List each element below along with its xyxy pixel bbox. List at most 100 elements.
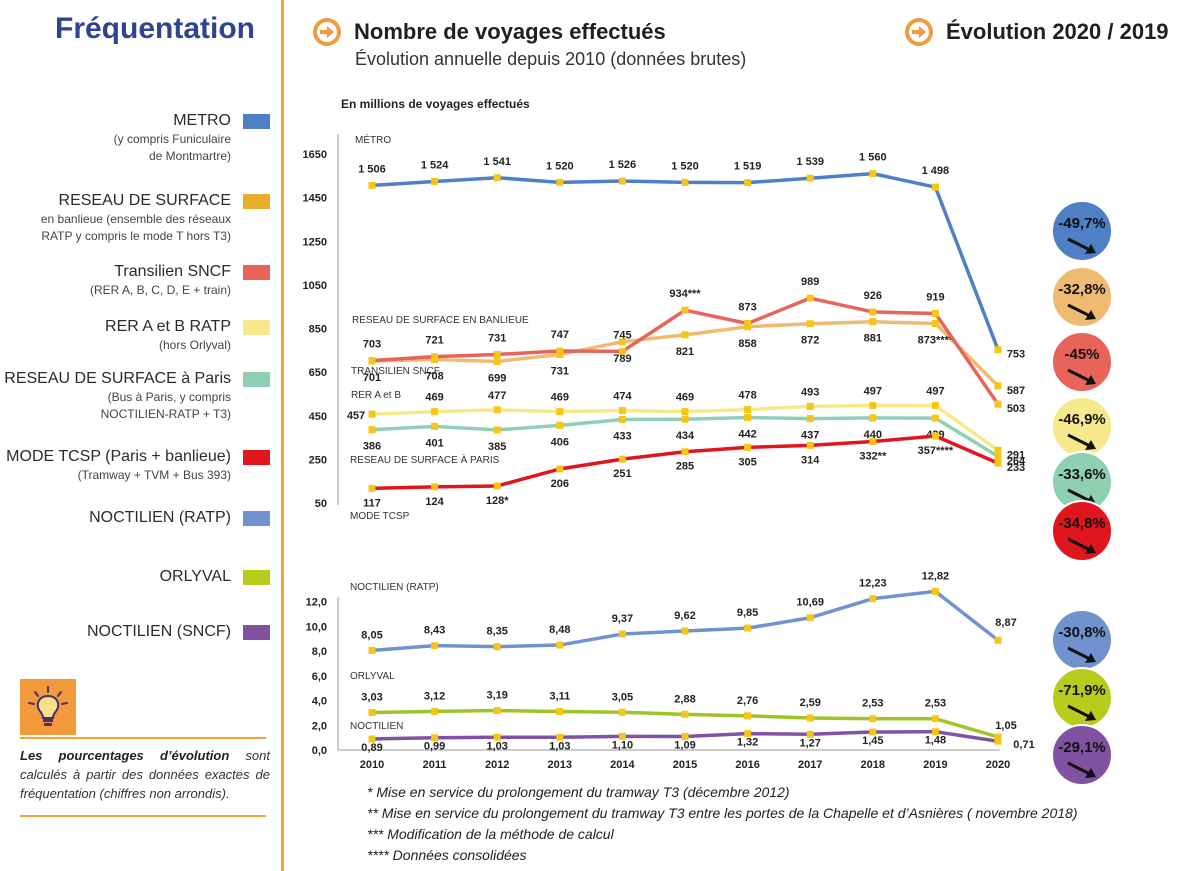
data-label: 1,03 <box>486 740 507 752</box>
evolution-badge-label: -33,6% <box>1058 466 1106 483</box>
data-marker <box>931 432 939 440</box>
legend-sub: (Bus à Paris, y compris <box>107 390 231 404</box>
data-label: 0,71 <box>1013 739 1034 751</box>
data-label: 8,48 <box>549 624 570 636</box>
legend-label: NOCTILIEN (RATP) <box>89 509 231 526</box>
y-tick-label: 250 <box>309 454 327 466</box>
data-marker <box>431 353 439 361</box>
data-label: 919 <box>926 291 944 303</box>
data-label: 497 <box>926 385 944 397</box>
page-title: Fréquentation <box>55 12 255 45</box>
legend-item-noctilien-ratp: NOCTILIEN (RATP) <box>89 508 270 528</box>
data-marker <box>744 730 752 738</box>
data-label: 8,35 <box>486 626 507 638</box>
data-marker <box>556 178 564 186</box>
x-tick-label: 2020 <box>986 759 1010 771</box>
data-label: 291 <box>1007 449 1025 461</box>
series-name-label: MÉTRO <box>355 133 391 146</box>
data-label: 9,37 <box>612 613 633 625</box>
data-label: 587 <box>1007 385 1025 397</box>
data-marker <box>556 408 564 416</box>
data-label: 0,99 <box>424 741 445 753</box>
data-marker <box>493 174 501 182</box>
data-label: 474 <box>613 391 632 403</box>
data-label: 117 <box>363 497 381 509</box>
y-tick-label: 8,0 <box>312 646 327 658</box>
legend-sub: (hors Orlyval) <box>158 338 231 352</box>
data-label: 821 <box>676 346 694 358</box>
data-marker <box>994 452 1002 460</box>
data-marker <box>994 346 1002 354</box>
data-label: 233 <box>1007 462 1025 474</box>
data-label: 1 520 <box>546 160 574 172</box>
data-label: 872 <box>801 335 819 347</box>
data-label: 2,53 <box>925 698 946 710</box>
legend-label: RESEAU DE SURFACE <box>58 192 231 209</box>
data-marker <box>744 443 752 451</box>
data-label: 478 <box>738 390 756 402</box>
y-tick-label: 850 <box>309 324 327 336</box>
data-label: 731 <box>551 365 569 377</box>
data-label: 747 <box>551 329 569 341</box>
legend-sub: (RER A, B, C, D, E + train) <box>89 283 231 297</box>
data-marker <box>493 482 501 490</box>
series-name-label: RESEAU DE SURFACE À PARIS <box>350 453 500 466</box>
legend-item-mode-tcsp: MODE TCSP (Paris + banlieue) (Tramway + … <box>6 447 270 484</box>
legend-swatch <box>243 320 270 335</box>
data-label: 1,48 <box>925 735 946 747</box>
data-label: 440 <box>864 429 882 441</box>
data-label: 285 <box>676 461 694 473</box>
data-label: 2,88 <box>674 693 695 705</box>
chart-subtitle: Évolution annuelle depuis 2010 (données … <box>355 49 747 69</box>
footnote-4: **** Données consolidées <box>367 847 527 863</box>
note-rule-bottom <box>20 815 266 817</box>
data-marker <box>994 737 1002 745</box>
data-label: 433 <box>613 430 631 442</box>
data-marker <box>806 415 814 423</box>
legend-label: ORLYVAL <box>159 568 231 585</box>
data-label: 881 <box>864 333 882 345</box>
evolution-badge <box>1051 724 1113 786</box>
data-label: 1 498 <box>922 165 950 177</box>
lightbulb-icon <box>28 686 68 726</box>
data-marker <box>681 710 689 718</box>
x-tick-label: 2013 <box>548 759 572 771</box>
data-marker <box>994 733 1002 741</box>
data-label: 9,85 <box>737 607 758 619</box>
data-label: 1,10 <box>612 739 633 751</box>
legend-swatch <box>243 265 270 280</box>
data-marker <box>994 382 1002 390</box>
note-bold: Les pourcentages d’évolution <box>20 748 230 763</box>
data-marker <box>556 708 564 716</box>
legend-sub: RATP y compris le mode T hors T3) <box>41 229 231 243</box>
data-marker <box>744 406 752 414</box>
legend-item-noctilien-sncf: NOCTILIEN (SNCF) <box>87 622 270 642</box>
evolution-badge-label: -71,9% <box>1058 682 1106 699</box>
note-rule-top <box>20 737 266 739</box>
data-marker <box>493 643 501 651</box>
data-marker <box>681 408 689 416</box>
series-name-label: RER A et B <box>351 390 401 401</box>
data-label: 1 526 <box>609 159 637 171</box>
data-label: 264 <box>1007 455 1026 467</box>
data-marker <box>744 712 752 720</box>
data-label: 858 <box>738 338 756 350</box>
data-label: 314 <box>801 454 820 466</box>
data-label: 503 <box>1007 403 1025 415</box>
data-label: 128* <box>486 495 509 507</box>
legend-item-rer: RER A et B RATP (hors Orlyval) <box>105 317 270 354</box>
legend-item-reseau-surface-paris: RESEAU DE SURFACE à Paris (Bus à Paris, … <box>4 369 270 423</box>
data-label: 721 <box>425 335 443 347</box>
data-marker <box>869 308 877 316</box>
arrow-right-circle-icon <box>905 18 933 46</box>
x-tick-label: 2010 <box>360 759 384 771</box>
lightbulb-icon-box <box>20 679 76 735</box>
data-marker <box>493 733 501 741</box>
legend-swatch <box>243 194 270 209</box>
data-marker <box>869 414 877 422</box>
data-label: 1,32 <box>737 737 758 749</box>
y-tick-label: 4,0 <box>312 696 327 708</box>
data-label: 1,27 <box>799 737 820 749</box>
legend-swatch <box>243 570 270 585</box>
data-label: 708 <box>425 370 443 382</box>
